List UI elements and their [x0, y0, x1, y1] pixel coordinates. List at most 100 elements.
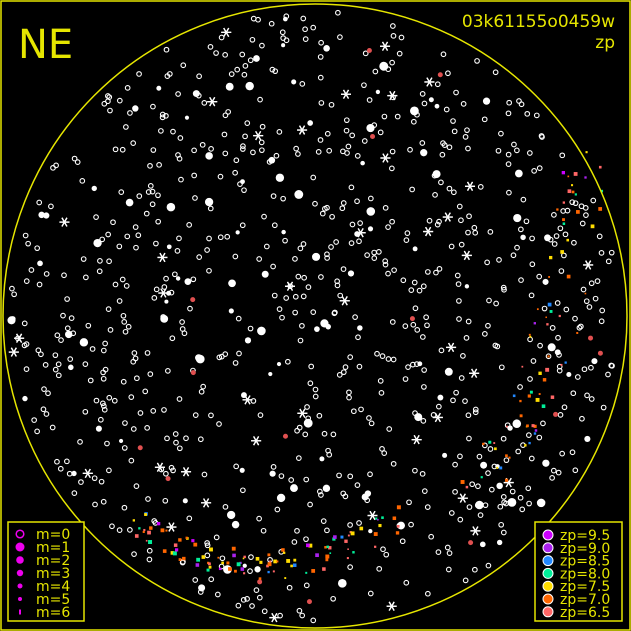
star-marker — [457, 516, 464, 523]
star-marker — [515, 448, 522, 455]
star-marker — [326, 147, 333, 154]
star-marker — [576, 324, 583, 331]
star-marker — [259, 42, 265, 49]
star-marker — [176, 445, 183, 452]
star-marker — [28, 267, 35, 273]
star-marker — [460, 353, 466, 359]
zp-point — [267, 570, 270, 574]
zp-point — [585, 151, 588, 154]
star-marker — [493, 300, 499, 307]
star-marker — [291, 539, 298, 545]
star-marker — [282, 237, 288, 244]
star-marker — [120, 312, 127, 319]
star-marker — [325, 447, 331, 454]
star-marker — [244, 120, 251, 126]
star-marker — [101, 406, 108, 413]
star-marker — [281, 43, 286, 48]
star-marker — [128, 457, 135, 464]
star-marker — [216, 421, 222, 427]
zp-point — [255, 556, 260, 561]
star-marker — [270, 464, 277, 470]
zp-point — [281, 548, 285, 552]
star-marker — [378, 390, 385, 396]
star-marker — [310, 24, 317, 31]
zp-legend-label: zp=9.5 — [560, 528, 610, 544]
star-marker — [274, 506, 281, 513]
star-marker — [99, 236, 106, 243]
star-marker — [236, 350, 242, 357]
star-marker — [222, 351, 229, 357]
star-marker — [553, 411, 559, 417]
star-marker — [366, 207, 376, 216]
star-marker — [507, 425, 513, 431]
bright-star-marker — [84, 468, 91, 479]
star-marker — [38, 351, 44, 358]
star-marker — [98, 478, 105, 485]
star-marker — [324, 527, 330, 534]
star-marker — [89, 346, 96, 352]
star-marker — [280, 195, 286, 202]
star-marker — [187, 305, 193, 312]
zp-point — [273, 559, 278, 564]
star-marker — [25, 240, 31, 247]
zp-point — [328, 546, 332, 550]
zp-point — [134, 534, 139, 538]
star-marker — [554, 349, 561, 356]
star-marker — [537, 342, 543, 349]
star-marker — [317, 137, 324, 143]
zp-point — [494, 447, 497, 451]
star-marker — [551, 241, 558, 247]
star-marker — [559, 450, 566, 457]
star-marker — [256, 256, 263, 262]
star-marker — [458, 217, 464, 224]
star-marker — [297, 245, 304, 252]
star-marker — [204, 197, 214, 207]
star-marker — [376, 249, 382, 255]
star-marker — [549, 325, 556, 331]
star-marker — [249, 36, 256, 43]
star-marker — [496, 539, 503, 546]
star-marker — [146, 556, 153, 563]
star-marker — [130, 140, 137, 146]
bright-star-marker — [444, 212, 451, 222]
star-marker — [310, 617, 317, 624]
star-marker — [132, 224, 139, 230]
star-marker — [163, 470, 169, 477]
star-marker — [342, 364, 349, 370]
star-marker — [545, 353, 552, 360]
star-marker — [440, 51, 447, 58]
star-marker — [23, 341, 30, 347]
star-marker — [102, 340, 108, 347]
star-marker — [354, 198, 360, 205]
star-marker — [208, 576, 215, 583]
star-marker — [558, 268, 565, 274]
star-marker — [197, 589, 204, 595]
star-marker — [577, 323, 584, 330]
zp-color-swatch — [542, 567, 554, 579]
zp-point — [352, 551, 355, 554]
star-marker — [153, 286, 160, 293]
zp-point — [191, 539, 195, 543]
zp-point — [584, 292, 587, 295]
star-marker — [509, 488, 516, 495]
star-marker — [372, 68, 379, 75]
star-marker — [588, 364, 594, 371]
star-marker — [390, 356, 397, 363]
star-marker — [166, 290, 172, 296]
star-marker — [343, 117, 350, 124]
zp-point — [267, 562, 272, 567]
star-marker — [433, 269, 439, 276]
star-marker — [339, 205, 346, 212]
star-marker — [464, 127, 470, 134]
star-marker — [21, 320, 28, 327]
star-marker — [125, 198, 134, 207]
star-marker — [432, 170, 441, 179]
star-marker — [385, 356, 392, 362]
star-marker — [498, 130, 504, 137]
star-marker — [389, 165, 395, 172]
zp-point — [292, 563, 297, 567]
star-marker — [318, 492, 324, 498]
star-marker — [184, 278, 192, 285]
star-marker — [557, 412, 564, 418]
star-marker — [23, 366, 30, 372]
